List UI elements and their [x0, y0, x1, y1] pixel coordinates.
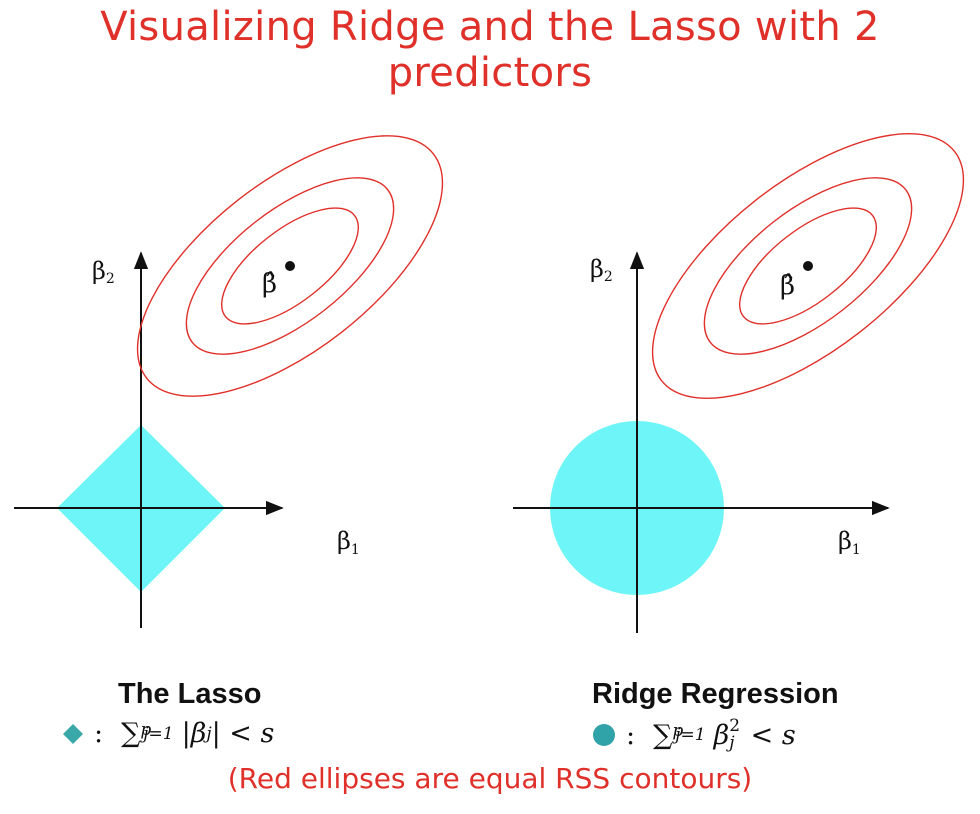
lasso-sum-symbol: ∑ [121, 718, 141, 749]
ridge-y-axis-label: β2 [590, 255, 613, 285]
ridge-caption-title: Ridge Regression [592, 678, 839, 710]
ridge-formula-end: < s [742, 719, 796, 751]
lasso-contour-middle [185, 177, 395, 355]
lasso-formula-body-sub: j [206, 723, 212, 744]
lasso-estimate-point [285, 261, 295, 271]
ridge-estimate-point [803, 261, 813, 271]
lasso-formula: : ∑ p j=1 |β j | < s [62, 718, 274, 749]
lasso-caption-title: The Lasso [118, 678, 262, 710]
ridge-formula-body: β [713, 719, 730, 751]
lasso-x-axis-label: β1 [337, 527, 360, 558]
lasso-rss-contours [136, 135, 444, 397]
ridge-rss-contours [651, 133, 965, 399]
lasso-formula-end: | < s [211, 718, 275, 749]
ridge-sum-upper: p [672, 721, 684, 741]
ridge-sum-lower: j=1 [675, 725, 706, 745]
ridge-contour-inner [738, 207, 878, 325]
lasso-sum-lower: j=1 [143, 723, 174, 744]
ridge-formula-body-sub: j [729, 733, 735, 753]
footer-note: (Red ellipses are equal RSS contours) [227, 762, 753, 795]
lasso-diamond-marker-icon [63, 723, 83, 744]
lasso-sum-upper: p [140, 719, 152, 740]
ridge-estimate-label: β̂ [780, 271, 795, 301]
lasso-contour-outer [136, 135, 444, 397]
ridge-circle-marker-icon [593, 724, 615, 746]
lasso-estimate-label: β̂ [262, 269, 277, 299]
ridge-contour-outer [651, 133, 965, 399]
ridge-x-axis-label: β1 [838, 527, 861, 558]
lasso-contour-inner [220, 207, 360, 325]
lasso-panel: β̂ β2 β1 [14, 135, 444, 628]
ridge-sum-symbol: ∑ [653, 719, 673, 751]
lasso-y-axis-label: β2 [92, 257, 115, 287]
ridge-panel: β̂ β2 β1 [513, 133, 965, 633]
lasso-formula-body: |β [181, 718, 207, 749]
ridge-formula-body-sup: 2 [729, 716, 741, 736]
ridge-contour-middle [703, 177, 913, 355]
page-title: Visualizing Ridge and the Lasso with 2 p… [100, 4, 880, 96]
